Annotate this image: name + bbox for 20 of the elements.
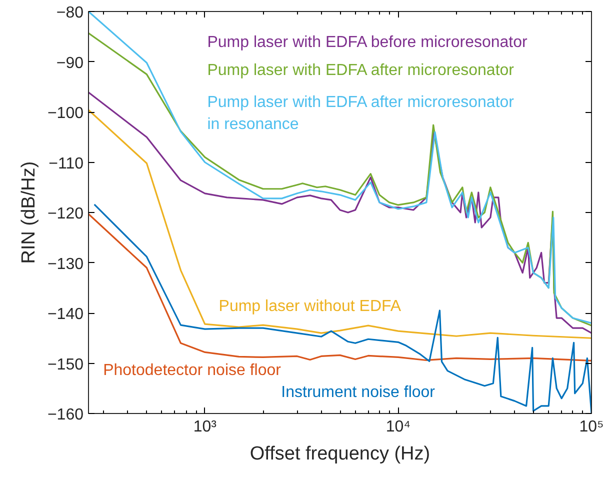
y-tick-label: −110 (48, 155, 84, 172)
y-tick-label: −90 (56, 54, 84, 72)
y-axis-title: RIN (dB/Hz) (18, 161, 40, 264)
series-label: Pump laser without EDFA (218, 298, 402, 316)
x-tick-label: 10³ (193, 418, 218, 436)
series-label: Instrument noise floor (281, 384, 436, 402)
series-label: Photodetector noise floor (103, 362, 282, 379)
x-axis-title: Offset frequency (Hz) (250, 444, 430, 464)
x-tick-label: 10⁵ (579, 418, 604, 436)
y-tick-label: −80 (56, 4, 84, 22)
y-tick-label: −100 (47, 105, 84, 122)
series-label: Pump laser with EDFA after microresonator in resonance (207, 94, 515, 133)
y-tick-label: −150 (47, 356, 84, 374)
y-tick-label: −160 (47, 406, 84, 424)
text: Pump laser with EDFA after microresonator (207, 62, 515, 80)
y-tick-label: −140 (47, 306, 84, 323)
text: Pump laser with EDFA before microresonator (207, 34, 528, 51)
y-tick-label: −130 (47, 256, 84, 273)
x-tick-label: 10⁴ (386, 418, 411, 436)
y-tick-label: −120 (47, 206, 84, 222)
